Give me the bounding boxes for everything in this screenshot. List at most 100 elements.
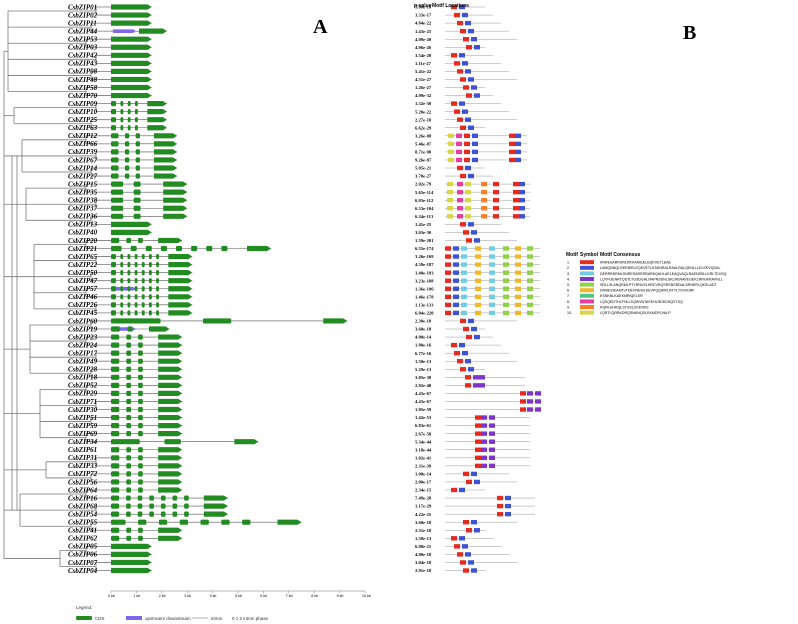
cds-exon	[160, 495, 166, 501]
motif-box-m2	[459, 53, 465, 58]
cds-exon	[111, 84, 152, 91]
motif-box-m2	[515, 133, 521, 138]
axis-tick-label: 4 kb	[210, 594, 217, 598]
cds-exon	[168, 286, 193, 292]
motif-box-m8	[456, 157, 462, 163]
motif-box-m1	[460, 173, 466, 179]
axis-tick-label: 0 kb	[108, 594, 115, 598]
cds-exon	[111, 189, 124, 195]
motif-box-m2	[468, 222, 474, 227]
motif-box-m1	[454, 109, 460, 114]
motif-box-m1	[457, 165, 463, 171]
gene-label: CsbZIP65	[68, 253, 98, 261]
cds-exon	[133, 181, 141, 187]
motif-pvalue: 3.26e-169	[415, 254, 434, 259]
motif-box-m3	[461, 302, 467, 308]
motif-box-m10	[465, 181, 471, 187]
cds-exon	[158, 342, 183, 348]
gene-label: CsbZIP43	[68, 60, 98, 68]
motif-consensus: DERRRKRMLSNRESARRSRARKQAHLAELEAQVAQLRAEN…	[600, 272, 727, 276]
gene-label: CsbZIP45	[68, 309, 98, 317]
cds-exon	[158, 390, 183, 396]
motif-pvalue: 1.40e-193	[415, 270, 434, 275]
motif-pvalue: 3.60e-18	[415, 327, 432, 332]
motif-box-m5	[527, 294, 533, 299]
cds-exon	[120, 253, 124, 260]
legend-title: Legend:	[76, 605, 92, 610]
motif-box-m6	[515, 262, 521, 267]
legend-phase-label: 0 1 2 intron phase	[232, 616, 269, 621]
legend-cds-swatch	[76, 616, 92, 620]
cds-exon	[111, 12, 152, 18]
cds-exon	[111, 125, 117, 131]
cds-exon	[111, 157, 119, 163]
motif-pvalue: 2.31e-39	[415, 463, 432, 468]
gene-label: CsbZIP47	[68, 277, 98, 285]
motif-box-m10	[465, 198, 471, 203]
cds-exon	[158, 519, 168, 525]
motif-box-m1	[454, 544, 460, 549]
motif-box-m1	[497, 511, 503, 517]
cds-exon	[127, 286, 131, 292]
cds-exon	[175, 245, 183, 252]
motif-pvalue: 1.43e-25	[415, 29, 432, 34]
motif-box-m1	[466, 238, 472, 243]
cds-exon	[156, 253, 159, 260]
gene-label: CsbZIP21	[68, 245, 97, 253]
panel-a-letter: A	[313, 16, 328, 38]
motif-box-m1	[460, 77, 466, 82]
motif-symbol-swatch	[580, 277, 594, 281]
cds-exon	[133, 197, 141, 203]
motif-box-m5	[503, 278, 509, 283]
cds-exon	[111, 511, 120, 517]
motif-pvalue: 2.34e-15	[415, 488, 432, 493]
gene-label: CsbZIP55	[68, 519, 98, 527]
cds-exon	[323, 318, 348, 324]
cds-exon	[168, 278, 193, 284]
motif-pvalue: 1.17e-29	[415, 504, 432, 509]
motif-box-m10	[448, 157, 454, 163]
cds-exon	[153, 165, 178, 171]
motif-pvalue: 1.00e-14	[415, 472, 432, 477]
cds-exon	[120, 125, 124, 131]
gene-label: CsbZIP34	[68, 438, 98, 446]
motif-pvalue: 1.02e-41	[415, 455, 432, 460]
cds-exon	[111, 141, 119, 147]
motif-locations: 5.80e-18 3.33e-17 4.84e-22 1.43e-25 4.09e-20…	[415, 5, 541, 573]
utr-block	[113, 286, 136, 291]
motif-box-m4	[527, 399, 533, 404]
cds-exon	[141, 294, 145, 300]
cds-exon	[153, 149, 178, 155]
gene-label: CsbZIP49	[68, 358, 98, 366]
cds-exon	[135, 141, 140, 147]
cds-exon	[120, 109, 124, 115]
motif-box-m1	[466, 93, 472, 98]
cds-exon	[111, 567, 152, 574]
cds-exon	[111, 406, 120, 413]
gene-label: CsbZIP71	[68, 398, 97, 406]
cds-exon	[111, 92, 152, 99]
cds-exon	[148, 326, 170, 332]
cds-exon	[126, 455, 132, 461]
cds-exon	[126, 398, 132, 405]
cds-exon	[127, 109, 131, 115]
cds-exon	[111, 76, 152, 83]
motif-number: 4.	[567, 277, 570, 281]
cds-exon	[156, 270, 159, 276]
motif-box-m1	[463, 568, 469, 573]
motif-pvalue: 6.04e-220	[415, 311, 434, 316]
motif-box-m4	[479, 383, 485, 388]
cds-exon	[138, 487, 143, 493]
cds-exon	[139, 28, 167, 34]
motif-box-m1	[509, 149, 515, 155]
motif-box-m1	[445, 254, 451, 259]
cds-exon	[111, 503, 120, 509]
motif-pvalue: 5.34e-44	[415, 439, 432, 444]
cds-exon	[111, 487, 120, 493]
cds-exon	[163, 189, 188, 195]
motif-box-m1	[445, 270, 451, 275]
motif-box-m2	[519, 206, 525, 211]
motif-box-m1	[475, 455, 481, 460]
gene-label: CsbZIP38	[68, 197, 98, 205]
motif-box-m3	[489, 262, 495, 267]
